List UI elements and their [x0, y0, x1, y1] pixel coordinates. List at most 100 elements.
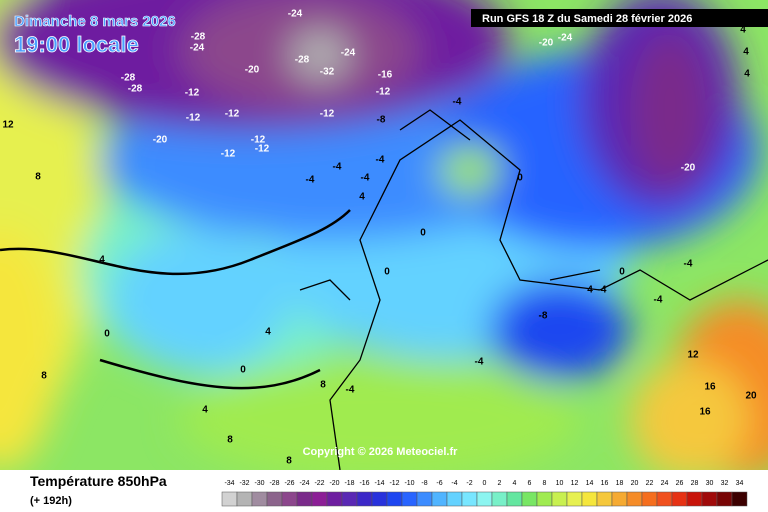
contour-label: -12	[185, 88, 200, 99]
contour-label: -12	[376, 87, 391, 98]
contour-label: -4	[306, 175, 315, 186]
legend-swatch	[266, 491, 283, 507]
contour-label: 16	[704, 382, 716, 393]
contour-label: 4	[265, 327, 271, 338]
color-field	[0, 0, 768, 470]
contour-label: -28	[295, 55, 310, 66]
contour-label: -12	[225, 109, 240, 120]
legend-label: 18	[616, 480, 624, 487]
legend-swatch	[641, 491, 658, 507]
legend-swatch	[401, 491, 418, 507]
contour-label: -8	[539, 311, 548, 322]
legend-label: -4	[451, 480, 457, 487]
contour-label: -16	[378, 70, 393, 81]
legend-swatch	[656, 491, 673, 507]
legend-label: 20	[631, 480, 639, 487]
legend-swatch	[731, 491, 748, 507]
contour-label: -20	[539, 38, 554, 49]
contour-label: -12	[221, 149, 236, 160]
legend-label: -24	[299, 480, 309, 487]
contour-label: 16	[699, 407, 711, 418]
contour-label: 0	[517, 173, 523, 184]
legend-label: -20	[329, 480, 339, 487]
legend-swatch	[221, 491, 238, 507]
legend-swatch	[686, 491, 703, 507]
legend-swatch	[476, 491, 493, 507]
legend-label: 10	[556, 480, 564, 487]
run-text: Run GFS 18 Z du Samedi 28 février 2026	[482, 13, 692, 25]
contour-label: -20	[245, 65, 260, 76]
contour-label: 8	[41, 371, 47, 382]
contour-label: -32	[320, 67, 335, 78]
legend-label: 24	[661, 480, 669, 487]
contour-label: 12	[2, 120, 14, 131]
contour-label: -4	[475, 357, 484, 368]
contour-label: 4	[743, 47, 749, 58]
legend-label: -32	[239, 480, 249, 487]
legend-swatch	[356, 491, 373, 507]
footer-lead: (+ 192h)	[30, 495, 72, 507]
contour-label: -28	[128, 84, 143, 95]
contour-label: -12	[186, 113, 201, 124]
contour-label: -24	[190, 43, 205, 54]
contour-label: -20	[681, 163, 696, 174]
legend-swatch	[341, 491, 358, 507]
contour-label: 8	[35, 172, 41, 183]
contour-label: -4	[361, 173, 370, 184]
footer-title: Température 850hPa	[30, 473, 167, 489]
legend-swatch	[446, 491, 463, 507]
legend-label: 2	[498, 480, 502, 487]
contour-label: -12	[320, 109, 335, 120]
legend-swatch	[326, 491, 343, 507]
legend-swatch	[536, 491, 553, 507]
run-box	[471, 9, 768, 27]
legend-label: 32	[721, 480, 729, 487]
legend-swatch	[416, 491, 433, 507]
contour-label: -4	[333, 162, 342, 173]
legend-label: -26	[284, 480, 294, 487]
legend-swatch	[491, 491, 508, 507]
legend-swatch	[701, 491, 718, 507]
legend-swatch	[596, 491, 613, 507]
legend-label: -28	[269, 480, 279, 487]
legend-label: 12	[571, 480, 579, 487]
contour-label: 4	[99, 255, 105, 266]
contour-label: -4	[684, 259, 693, 270]
contour-label: 4	[740, 25, 746, 36]
contour-label: -12	[255, 144, 270, 155]
contour-label: -24	[341, 48, 356, 59]
legend-label: -8	[421, 480, 427, 487]
legend-label: 14	[586, 480, 594, 487]
legend-swatch	[611, 491, 628, 507]
legend-label: -14	[374, 480, 384, 487]
legend-label: -18	[344, 480, 354, 487]
legend-label: 26	[676, 480, 684, 487]
contour-label: -4	[376, 155, 385, 166]
time-text: 19:00 locale	[14, 32, 139, 57]
legend-swatch	[311, 491, 328, 507]
contour-label: -4	[654, 295, 663, 306]
contour-label: -24	[288, 9, 303, 20]
legend-swatch	[521, 491, 538, 507]
legend-label: -12	[389, 480, 399, 487]
legend-label: 28	[691, 480, 699, 487]
legend-swatch	[566, 491, 583, 507]
legend-label: -10	[404, 480, 414, 487]
legend-swatch	[431, 491, 448, 507]
legend-swatch	[296, 491, 313, 507]
contour-label: -28	[121, 73, 136, 84]
legend-label: 16	[601, 480, 609, 487]
date-text: Dimanche 8 mars 2026	[14, 13, 176, 30]
contour-label: -12	[251, 135, 266, 146]
contour-label: 12	[687, 350, 699, 361]
contour-label: 0	[384, 267, 390, 278]
legend-swatch	[506, 491, 523, 507]
legend-label: -22	[314, 480, 324, 487]
legend-label: 6	[528, 480, 532, 487]
legend-label: -6	[436, 480, 442, 487]
contour-label: 0	[104, 329, 110, 340]
legend-swatch	[671, 491, 688, 507]
legend-swatch	[371, 491, 388, 507]
legend-swatch	[251, 491, 268, 507]
